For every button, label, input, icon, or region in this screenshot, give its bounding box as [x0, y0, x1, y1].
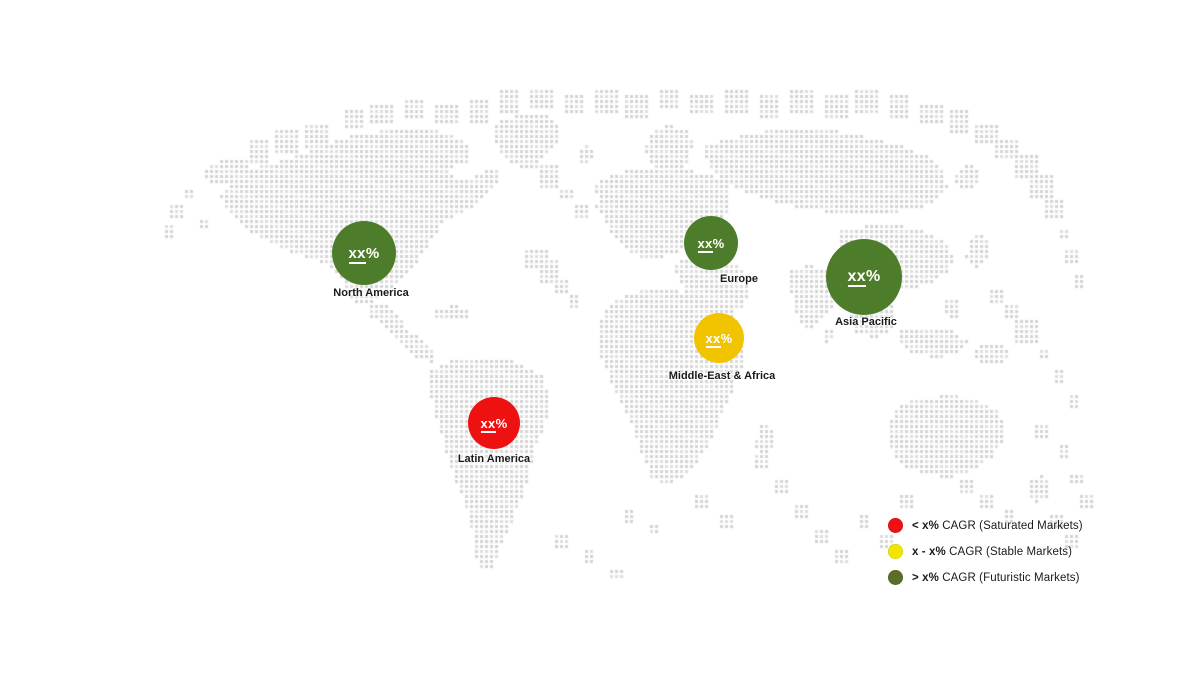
percent-sign: % [720, 330, 733, 346]
region-value: xx% [847, 268, 881, 287]
legend-threshold: x - x% [912, 545, 946, 558]
legend-threshold: < x% [912, 519, 939, 532]
legend-description: CAGR (Futuristic Markets) [942, 571, 1080, 584]
legend-color-dot [888, 518, 903, 533]
legend-description: CAGR (Stable Markets) [949, 545, 1073, 558]
legend-item-legend-futuristic: > x% CAGR (Futuristic Markets) [888, 570, 1083, 585]
percent-sign: % [712, 235, 725, 251]
legend-threshold: > x% [912, 571, 939, 584]
region-label-north-america: North America [333, 287, 409, 299]
percent-sign: % [865, 268, 881, 285]
legend-label: > x% CAGR (Futuristic Markets) [912, 572, 1080, 584]
region-bubble-middle-east-africa[interactable]: xx% [694, 313, 744, 363]
legend-label: x - x% CAGR (Stable Markets) [912, 546, 1072, 558]
legend-description: CAGR (Saturated Markets) [942, 519, 1083, 532]
legend-color-dot [888, 570, 903, 585]
value-digits: xx [480, 415, 496, 433]
region-value: xx% [697, 235, 725, 253]
region-value: xx% [480, 415, 508, 433]
region-label-middle-east-africa: Middle-East & Africa [668, 370, 776, 382]
region-value: xx% [348, 244, 380, 264]
region-bubble-latin-america[interactable]: xx% [468, 397, 520, 449]
legend-label: < x% CAGR (Saturated Markets) [912, 520, 1083, 532]
region-bubble-europe[interactable]: xx% [684, 216, 738, 270]
value-digits: xx [697, 235, 713, 253]
value-digits: xx [847, 268, 866, 287]
legend: < x% CAGR (Saturated Markets) x - x% CAGR… [888, 518, 1083, 585]
value-digits: xx [705, 330, 721, 348]
region-value: xx% [705, 330, 733, 348]
percent-sign: % [495, 415, 508, 431]
region-label-latin-america: Latin America [457, 453, 531, 465]
region-label-europe: Europe [720, 273, 758, 285]
legend-color-dot [888, 544, 903, 559]
region-bubble-north-america[interactable]: xx% [332, 221, 396, 285]
legend-item-legend-saturated: < x% CAGR (Saturated Markets) [888, 518, 1083, 533]
region-bubble-asia-pacific[interactable]: xx% [826, 239, 902, 315]
percent-sign: % [365, 244, 380, 262]
value-digits: xx [348, 244, 366, 264]
region-label-asia-pacific: Asia Pacific [835, 316, 897, 328]
legend-item-legend-stable: x - x% CAGR (Stable Markets) [888, 544, 1083, 559]
